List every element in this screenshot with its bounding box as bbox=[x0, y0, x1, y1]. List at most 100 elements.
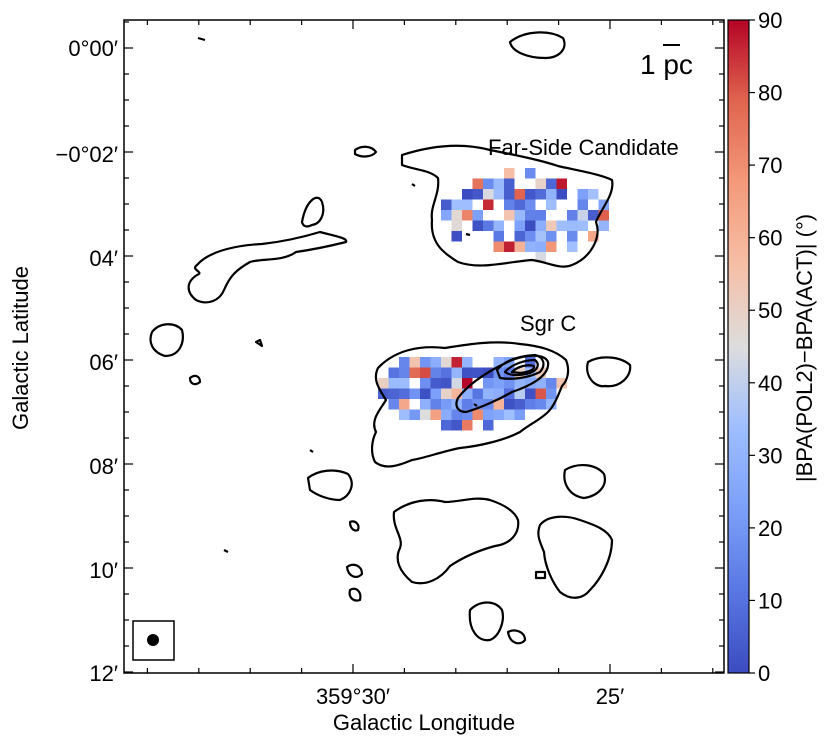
pixel bbox=[441, 420, 452, 431]
pixel bbox=[525, 231, 536, 242]
pixel bbox=[472, 210, 483, 221]
pixel bbox=[462, 420, 473, 431]
pixel bbox=[588, 189, 599, 200]
pixel bbox=[514, 210, 525, 221]
pixel bbox=[472, 388, 483, 399]
pixel bbox=[504, 378, 515, 389]
pixel bbox=[493, 241, 504, 252]
pixel bbox=[588, 231, 599, 242]
pixel bbox=[525, 388, 536, 399]
pixel bbox=[483, 220, 494, 231]
pixel bbox=[556, 220, 567, 231]
pixel bbox=[483, 199, 494, 210]
pixel bbox=[441, 409, 452, 420]
scale-bar-label: 1 pc bbox=[640, 49, 693, 80]
pixel bbox=[567, 220, 578, 231]
pixel bbox=[535, 231, 546, 242]
far-side-label: Far-Side Candidate bbox=[488, 135, 679, 160]
pixel bbox=[399, 399, 410, 410]
pixel bbox=[546, 388, 557, 399]
pixel bbox=[441, 210, 452, 221]
pixel bbox=[462, 378, 473, 389]
x-tick-label: 25′ bbox=[596, 684, 625, 709]
pixel bbox=[451, 378, 462, 389]
y-tick-label: −0°02′ bbox=[56, 142, 118, 167]
pixel bbox=[493, 231, 504, 242]
pixel bbox=[409, 388, 420, 399]
pixel bbox=[399, 367, 410, 378]
colorbar-tick-label: 60 bbox=[758, 226, 782, 251]
pixel bbox=[504, 367, 515, 378]
pixel bbox=[525, 168, 536, 179]
pixel bbox=[514, 199, 525, 210]
pixel bbox=[493, 220, 504, 231]
pixel bbox=[514, 220, 525, 231]
pixel bbox=[546, 241, 557, 252]
pixel bbox=[462, 189, 473, 200]
pixel bbox=[409, 367, 420, 378]
pixel bbox=[441, 399, 452, 410]
colorbar-tick-label: 0 bbox=[758, 661, 770, 686]
pixel bbox=[430, 378, 441, 389]
pixel bbox=[514, 378, 525, 389]
pixel bbox=[493, 357, 504, 368]
pixel bbox=[483, 189, 494, 200]
pixel bbox=[472, 367, 483, 378]
pixel bbox=[388, 367, 399, 378]
pixel bbox=[577, 210, 588, 221]
y-axis-title: Galactic Latitude bbox=[8, 266, 33, 430]
pixel bbox=[504, 399, 515, 410]
pixel bbox=[567, 210, 578, 221]
pixel bbox=[420, 409, 431, 420]
pixel bbox=[504, 168, 515, 179]
pixel bbox=[535, 210, 546, 221]
pixel bbox=[535, 388, 546, 399]
pixel bbox=[535, 220, 546, 231]
pixel bbox=[451, 420, 462, 431]
pixel bbox=[399, 409, 410, 420]
pixel bbox=[472, 220, 483, 231]
pixel bbox=[525, 241, 536, 252]
pixel bbox=[462, 367, 473, 378]
pixel bbox=[451, 409, 462, 420]
pixel bbox=[451, 210, 462, 221]
pixel bbox=[430, 367, 441, 378]
pixel bbox=[577, 199, 588, 210]
pixel bbox=[388, 388, 399, 399]
pixel bbox=[546, 178, 557, 189]
pixel bbox=[472, 409, 483, 420]
pixel bbox=[483, 409, 494, 420]
pixel bbox=[525, 199, 536, 210]
colorbar-label: |BPA(POL2)−BPA(ACT)| (°) bbox=[792, 214, 817, 482]
pixel bbox=[514, 388, 525, 399]
pixel bbox=[525, 210, 536, 221]
pixel bbox=[483, 178, 494, 189]
pixel bbox=[546, 220, 557, 231]
pixel bbox=[504, 409, 515, 420]
pixel bbox=[451, 367, 462, 378]
pixel bbox=[493, 409, 504, 420]
pixel bbox=[588, 210, 599, 221]
pixel bbox=[430, 388, 441, 399]
colorbar-tick-label: 80 bbox=[758, 81, 782, 106]
colorbar-tick-label: 40 bbox=[758, 371, 782, 396]
plot-frame bbox=[123, 19, 725, 674]
pixel bbox=[567, 231, 578, 242]
pixel bbox=[483, 388, 494, 399]
pixel bbox=[493, 388, 504, 399]
colorbar-tick-label: 20 bbox=[758, 516, 782, 541]
pixel bbox=[462, 399, 473, 410]
pixel bbox=[451, 357, 462, 368]
pixel bbox=[483, 420, 494, 431]
pixel bbox=[472, 189, 483, 200]
beam-marker bbox=[147, 634, 159, 646]
pixel bbox=[441, 357, 452, 368]
pixel bbox=[472, 399, 483, 410]
pixel bbox=[525, 357, 536, 368]
intensity-contours bbox=[149, 31, 632, 645]
pixel bbox=[504, 189, 515, 200]
pixel bbox=[504, 241, 515, 252]
pixel bbox=[525, 378, 536, 389]
pixel bbox=[493, 378, 504, 389]
